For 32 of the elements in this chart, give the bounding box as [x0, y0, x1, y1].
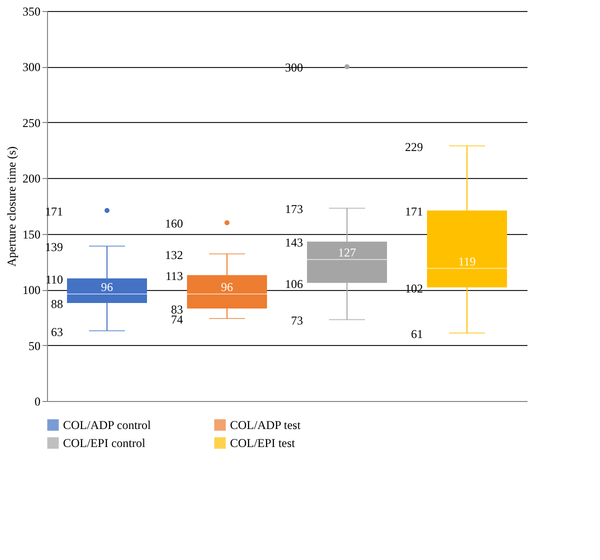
annotation: 139	[45, 240, 63, 254]
y-tick-label: 150	[22, 227, 40, 242]
annotation: 106	[285, 276, 303, 291]
annotation: 127	[338, 245, 356, 260]
annotation: 61	[411, 327, 423, 342]
annotation: 119	[458, 254, 476, 268]
annotation: 160	[165, 216, 183, 231]
y-tick-label: 0	[34, 394, 40, 408]
y-axis-title: Aperture closure time (s)	[4, 146, 18, 267]
annotation: 113	[165, 269, 183, 284]
annotation: 132	[165, 248, 183, 262]
annotation: 88	[51, 296, 63, 311]
annotation: 173	[285, 202, 303, 216]
annotation: 73	[291, 314, 303, 328]
y-tick-label: 250	[22, 116, 40, 130]
y-tick-label: 100	[22, 283, 40, 298]
annotation: 171	[405, 204, 423, 218]
y-tick-label: 300	[22, 60, 40, 74]
annotation: 110	[45, 272, 63, 286]
annotation: 63	[51, 324, 63, 339]
annotation: 171	[45, 204, 63, 218]
y-tick-label: 200	[22, 172, 40, 186]
annotation: 143	[285, 236, 303, 250]
y-tick-label: 50	[28, 338, 40, 353]
legend-label: COL/EPI test	[230, 436, 296, 450]
annotation: 96	[221, 280, 233, 294]
legend-label: COL/EPI control	[63, 436, 146, 450]
legend-label: COL/ADP test	[230, 418, 302, 432]
y-tick-label: 350	[22, 4, 40, 18]
annotation: 229	[405, 140, 423, 154]
legend-label: COL/ADP control	[63, 418, 152, 432]
annotation: 96	[101, 280, 113, 294]
